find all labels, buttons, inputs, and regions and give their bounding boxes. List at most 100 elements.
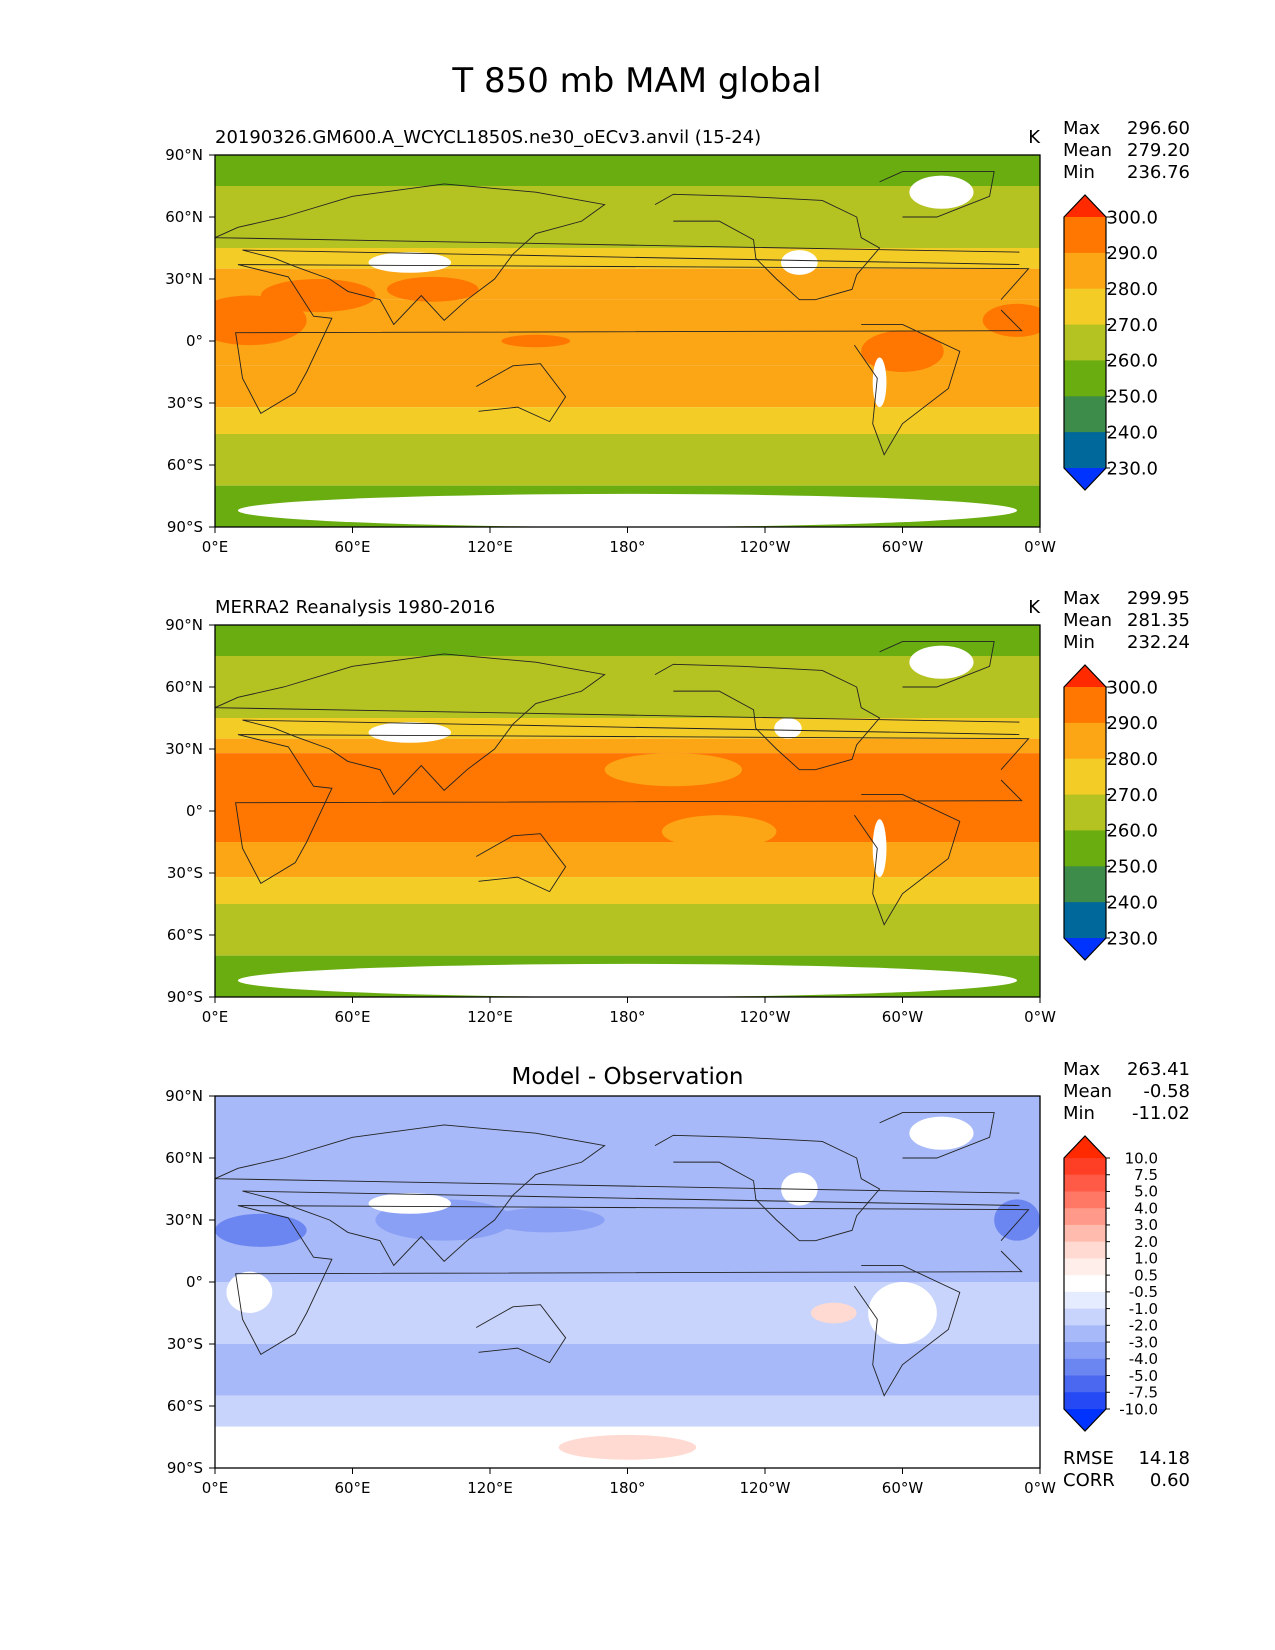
stat-label: Mean <box>1063 140 1112 161</box>
field-region <box>872 357 887 408</box>
field-region <box>490 1207 605 1233</box>
y-tick-label: 0° <box>186 332 203 350</box>
x-tick-label: 120°E <box>467 1479 513 1497</box>
field-region <box>237 963 1018 997</box>
colorbar-tick-label: 230.0 <box>1106 458 1158 479</box>
y-tick-label: 60°S <box>167 1397 203 1415</box>
colorbar-tick-label: 7.5 <box>1134 1166 1158 1184</box>
colorbar-tick-label: -2.0 <box>1129 1317 1158 1335</box>
colorbar-tick-label: 2.0 <box>1134 1233 1158 1251</box>
stat-label: Mean <box>1063 610 1112 631</box>
stat-value: 263.41 <box>1127 1059 1190 1080</box>
coastline <box>215 1124 1020 1267</box>
colorbar-tick-label: -10.0 <box>1119 1400 1158 1418</box>
stat-label: Max <box>1063 1059 1101 1080</box>
field-band <box>215 365 1040 408</box>
field-band <box>215 625 1040 656</box>
colorbar-tick-label: 10.0 <box>1125 1149 1158 1167</box>
field-band <box>215 935 1040 956</box>
coastline <box>879 641 995 688</box>
colorbar-tick-label: -0.5 <box>1129 1283 1158 1301</box>
stat-label: Min <box>1063 162 1095 183</box>
field-region <box>501 334 571 348</box>
colorbar-tick-label: 0.5 <box>1134 1266 1158 1284</box>
panel-title: Model - Observation <box>511 1064 743 1090</box>
field-region <box>868 1282 937 1344</box>
y-tick-label: 90°N <box>165 146 203 164</box>
colorbar-tick-label: 1.0 <box>1134 1250 1158 1268</box>
colorbar-tick-label: 250.0 <box>1106 387 1158 408</box>
colorbar-segment <box>1064 830 1106 867</box>
stat-value: 236.76 <box>1127 162 1190 183</box>
x-tick-label: 60°E <box>334 1479 370 1497</box>
coastline <box>854 794 961 926</box>
y-tick-label: 30°N <box>165 1211 203 1229</box>
y-tick-label: 60°N <box>165 208 203 226</box>
colorbar-segment <box>1064 252 1106 290</box>
colorbar-segment <box>1064 687 1106 724</box>
field-band <box>215 217 1040 248</box>
y-tick-label: 0° <box>186 802 203 820</box>
field-region <box>368 1193 452 1214</box>
field-band <box>215 1158 1040 1220</box>
coastline <box>235 1205 1030 1355</box>
field-region <box>368 722 452 743</box>
colorbar-segment <box>1064 1258 1106 1276</box>
y-tick-label: 30°S <box>167 394 203 412</box>
field-region <box>386 276 479 302</box>
y-tick-label: 60°N <box>165 678 203 696</box>
colorbar-tick-label: -1.0 <box>1129 1300 1158 1318</box>
colorbar-tick-label: 240.0 <box>1106 892 1158 913</box>
stat-value: 281.35 <box>1127 610 1190 631</box>
coastline <box>854 324 961 456</box>
colorbar-tick-label: 280.0 <box>1106 749 1158 770</box>
field-region <box>781 250 818 275</box>
x-tick-label: 180° <box>609 1008 645 1026</box>
coastline <box>879 1112 995 1159</box>
x-tick-label: 60°E <box>334 538 370 556</box>
y-tick-label: 90°N <box>165 1087 203 1105</box>
x-tick-label: 120°E <box>467 538 513 556</box>
colorbar-tick-label: 300.0 <box>1106 207 1158 228</box>
colorbar-segment <box>1064 324 1106 361</box>
colorbar-segment <box>1064 360 1106 397</box>
stat-value: 296.60 <box>1127 118 1190 139</box>
coastlines <box>215 641 1030 926</box>
field-region <box>982 303 1040 337</box>
colorbar-segment <box>1064 1358 1106 1377</box>
x-tick-label: 180° <box>609 1479 645 1497</box>
field-band <box>215 1344 1040 1396</box>
map-field <box>215 625 1040 997</box>
colorbar-segment <box>1064 1275 1106 1293</box>
y-tick-label: 90°S <box>167 518 203 536</box>
coastline <box>854 1265 961 1397</box>
coastline <box>215 653 1020 796</box>
colorbar-tick-label: -7.5 <box>1129 1384 1158 1402</box>
y-tick-label: 60°N <box>165 1149 203 1167</box>
field-region <box>604 753 743 787</box>
coastline <box>476 833 567 893</box>
field-region <box>368 252 452 273</box>
map-field <box>215 155 1040 527</box>
colorbar-segment <box>1064 396 1106 433</box>
field-band <box>215 1096 1040 1158</box>
colorbar-tick-label: 300.0 <box>1106 677 1158 698</box>
coastline <box>215 183 1020 326</box>
colorbar-segment <box>1064 288 1106 326</box>
x-tick-label: 60°W <box>882 1479 924 1497</box>
colorbar-segment <box>1064 217 1106 254</box>
x-tick-label: 180° <box>609 538 645 556</box>
colorbar-segment <box>1064 1158 1106 1176</box>
colorbar-tick-label: -4.0 <box>1129 1350 1158 1368</box>
field-band <box>215 842 1040 878</box>
colorbar-segment <box>1064 902 1106 939</box>
field-region <box>558 1434 697 1460</box>
colorbar-tick-label: 260.0 <box>1106 351 1158 372</box>
y-tick-label: 60°S <box>167 456 203 474</box>
y-tick-label: 30°S <box>167 1335 203 1353</box>
stat-value: -0.58 <box>1143 1081 1190 1102</box>
colorbar-segment <box>1064 794 1106 831</box>
x-tick-label: 0°W <box>1024 538 1056 556</box>
stat-value: 232.24 <box>1127 632 1190 653</box>
field-region <box>810 1302 857 1324</box>
